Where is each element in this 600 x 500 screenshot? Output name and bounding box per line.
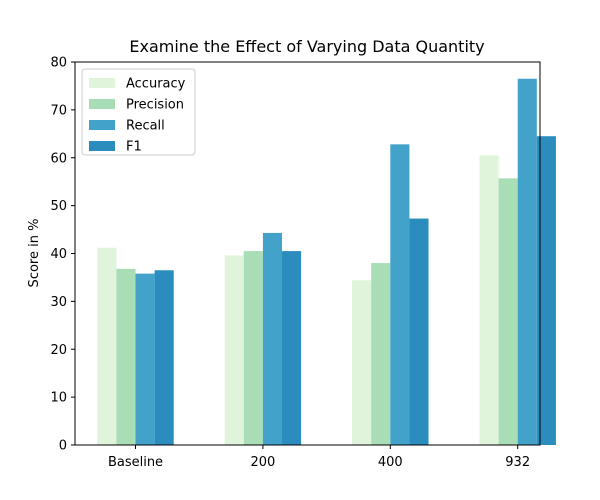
y-tick-label: 20 (50, 343, 67, 358)
y-tick-label: 10 (50, 391, 67, 406)
legend-box (81, 68, 196, 156)
y-tick-label: 80 (50, 56, 67, 71)
legend-swatch-f1 (89, 141, 115, 151)
bar-accuracy-baseline (97, 247, 117, 445)
x-tick-label: 400 (378, 455, 403, 470)
y-axis-label: Score in % (27, 219, 42, 288)
bar-recall-200 (262, 232, 283, 445)
bar-recall-baseline (135, 273, 155, 445)
bar-recall-400 (390, 144, 410, 445)
bar-precision-baseline (116, 268, 136, 445)
bars-group (97, 78, 556, 446)
x-axis: Baseline 200 400 932 (108, 445, 530, 470)
plot-frame (74, 61, 541, 446)
bar-precision-200 (243, 251, 263, 445)
legend-swatch-precision (89, 99, 115, 109)
x-tick-label: Baseline (108, 455, 163, 470)
legend-swatch-accuracy (89, 78, 115, 88)
bar-f1-200 (282, 251, 302, 445)
bar-recall-932 (517, 78, 537, 445)
y-tick-label: 30 (50, 295, 67, 310)
x-tick-label: 200 (250, 455, 275, 470)
legend-label-recall: Recall (126, 119, 165, 134)
bar-f1-baseline (154, 270, 174, 445)
y-tick-label: 50 (50, 199, 67, 214)
legend-label-accuracy: Accuracy (126, 77, 186, 92)
y-axis: 0 10 20 30 40 50 60 70 80 (50, 56, 75, 454)
bar-accuracy-400 (352, 280, 372, 445)
bar-precision-400 (371, 263, 391, 445)
bar-accuracy-932 (479, 155, 499, 446)
bar-f1-400 (409, 218, 429, 445)
legend-swatch-recall (89, 120, 115, 130)
y-tick-label: 60 (50, 151, 67, 166)
y-tick-label: 40 (50, 247, 67, 262)
legend-label-f1: F1 (126, 140, 142, 155)
legend-label-precision: Precision (126, 98, 184, 113)
y-tick-label: 0 (59, 439, 67, 454)
y-tick-label: 70 (50, 103, 67, 118)
bar-accuracy-200 (224, 255, 244, 445)
x-tick-label: 932 (505, 455, 530, 470)
bar-f1-932 (536, 136, 556, 445)
chart-title: Examine the Effect of Varying Data Quant… (129, 37, 484, 56)
bar-precision-932 (498, 178, 518, 445)
legend: Accuracy Precision Recall F1 (81, 68, 196, 156)
